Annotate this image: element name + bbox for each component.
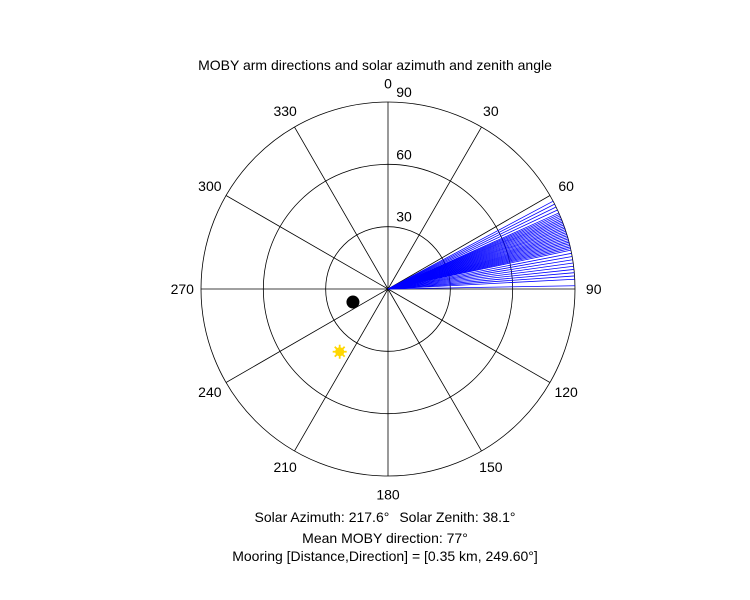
mooring-point	[346, 295, 360, 309]
spoke-300	[225, 195, 389, 290]
mooring-text: Mooring [Distance,Direction] = [0.35 km,…	[232, 548, 538, 564]
arm-line-38	[387, 285, 575, 290]
arm-line-37	[387, 278, 575, 290]
spoke-120	[387, 288, 551, 383]
solar-zenith-text: Solar Zenith: 38.1°	[399, 509, 516, 525]
arm-line-36	[387, 275, 575, 290]
spoke-60	[387, 195, 551, 290]
arm-line-32	[387, 262, 574, 290]
angle-tick-label-120: 120	[554, 384, 578, 400]
radial-tick-label-30: 30	[396, 209, 412, 225]
spoke-30	[387, 126, 482, 290]
arm-line-2	[387, 206, 557, 290]
arm-line-0	[387, 200, 554, 290]
spoke-240	[225, 288, 389, 383]
spoke-150	[387, 288, 482, 452]
angle-tick-label-30: 30	[483, 103, 499, 119]
angle-tick-label-330: 330	[273, 103, 297, 119]
solar-caption: Solar Azimuth: 217.6° Solar Zenith: 38.1°	[0, 509, 750, 525]
arm-line-31	[387, 259, 573, 290]
polar-grid	[200, 101, 576, 477]
solar-azimuth-text: Solar Azimuth: 217.6°	[254, 509, 390, 525]
arm-line-28	[387, 249, 571, 290]
spoke-210	[294, 288, 389, 452]
tick-labels: 0 30 60 90 120 150 180 210 240 270 300 330 30 60 90	[171, 75, 602, 502]
angle-tick-label-0: 0	[384, 75, 392, 91]
angle-tick-label-300: 300	[198, 178, 222, 194]
arm-line-34	[387, 269, 575, 290]
arm-line-33	[387, 265, 574, 290]
angle-tick-label-270: 270	[171, 281, 195, 297]
angle-tick-label-150: 150	[479, 459, 503, 475]
arm-line-1	[387, 203, 555, 290]
spoke-330	[294, 126, 389, 290]
angle-tick-label-90: 90	[586, 281, 602, 297]
arm-line-3	[387, 209, 558, 290]
mean-direction-text: Mean MOBY direction: 77°	[302, 530, 468, 546]
angle-tick-label-60: 60	[558, 178, 574, 194]
data-points	[332, 295, 360, 359]
arm-line-35	[387, 272, 575, 290]
angle-tick-label-210: 210	[273, 459, 297, 475]
chart-title: MOBY arm directions and solar azimuth an…	[198, 57, 552, 73]
radial-tick-label-60: 60	[396, 146, 412, 162]
radial-tick-label-90: 90	[396, 84, 412, 100]
angle-tick-label-240: 240	[198, 384, 222, 400]
arm-direction-lines	[387, 200, 575, 290]
angle-tick-label-180: 180	[376, 487, 400, 503]
arm-line-29	[387, 252, 572, 290]
arm-line-30	[387, 256, 573, 290]
sun-marker	[332, 344, 347, 359]
